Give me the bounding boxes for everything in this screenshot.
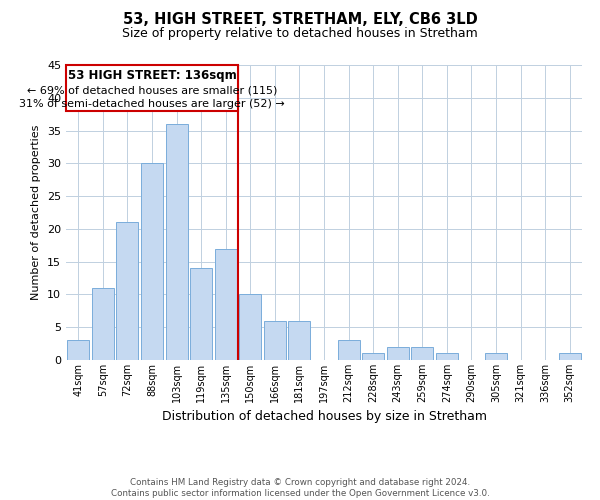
Text: ← 69% of detached houses are smaller (115): ← 69% of detached houses are smaller (11…	[27, 86, 277, 96]
Bar	[485, 354, 507, 360]
FancyBboxPatch shape	[66, 65, 238, 111]
Text: Size of property relative to detached houses in Stretham: Size of property relative to detached ho…	[122, 28, 478, 40]
Y-axis label: Number of detached properties: Number of detached properties	[31, 125, 41, 300]
Bar	[190, 268, 212, 360]
Bar	[92, 288, 114, 360]
Text: 53, HIGH STREET, STRETHAM, ELY, CB6 3LD: 53, HIGH STREET, STRETHAM, ELY, CB6 3LD	[122, 12, 478, 28]
Bar	[289, 320, 310, 360]
Text: Contains HM Land Registry data © Crown copyright and database right 2024.
Contai: Contains HM Land Registry data © Crown c…	[110, 478, 490, 498]
Bar	[411, 347, 433, 360]
Bar	[436, 354, 458, 360]
Bar	[215, 248, 237, 360]
Bar	[166, 124, 188, 360]
Bar	[559, 354, 581, 360]
Bar	[264, 320, 286, 360]
Bar	[141, 164, 163, 360]
Bar	[116, 222, 139, 360]
Text: 53 HIGH STREET: 136sqm: 53 HIGH STREET: 136sqm	[68, 70, 236, 82]
Bar	[239, 294, 262, 360]
X-axis label: Distribution of detached houses by size in Stretham: Distribution of detached houses by size …	[161, 410, 487, 424]
Bar	[386, 347, 409, 360]
Bar	[67, 340, 89, 360]
Bar	[362, 354, 384, 360]
Bar	[338, 340, 359, 360]
Text: 31% of semi-detached houses are larger (52) →: 31% of semi-detached houses are larger (…	[19, 100, 285, 110]
